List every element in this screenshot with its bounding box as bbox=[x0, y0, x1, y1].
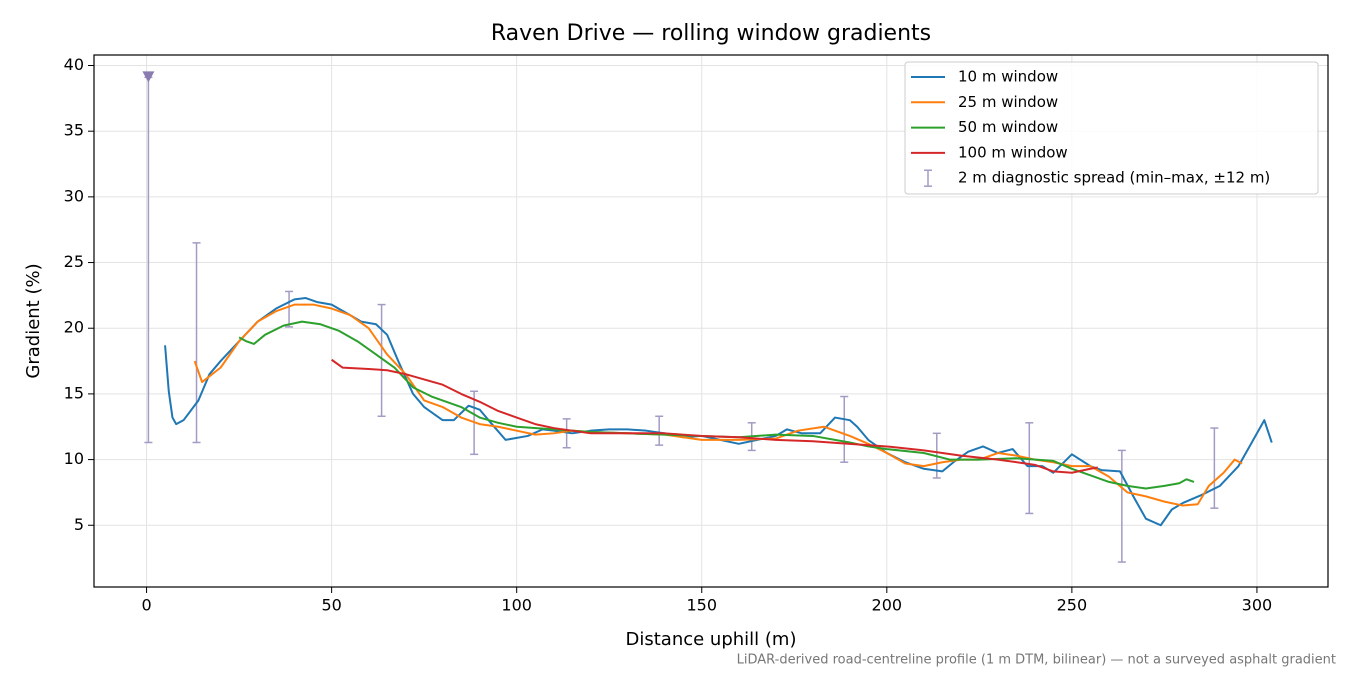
x-tick-label: 200 bbox=[872, 596, 903, 615]
x-tick-label: 0 bbox=[141, 596, 151, 615]
y-tick-label: 35 bbox=[64, 121, 84, 140]
x-tick-label: 50 bbox=[321, 596, 341, 615]
x-tick-label: 250 bbox=[1057, 596, 1088, 615]
legend-label: 25 m window bbox=[958, 93, 1058, 111]
y-tick-label: 15 bbox=[64, 383, 84, 402]
clip-marker bbox=[142, 71, 155, 83]
plot-area bbox=[142, 71, 1273, 563]
x-tick-label: 300 bbox=[1242, 596, 1273, 615]
plot-frame bbox=[93, 54, 1329, 588]
x-tick-label: 100 bbox=[501, 596, 532, 615]
footnote: LiDAR-derived road-centreline profile (1… bbox=[737, 653, 1336, 668]
series-line bbox=[331, 358, 1098, 474]
x-tick-label: 150 bbox=[686, 596, 717, 615]
y-tick-label: 25 bbox=[64, 252, 84, 271]
y-axis-label: Gradient (%) bbox=[23, 263, 44, 378]
y-tick-label: 10 bbox=[64, 449, 84, 468]
legend-label: 2 m diagnostic spread (min–max, ±12 m) bbox=[958, 169, 1270, 187]
legend-label: 10 m window bbox=[958, 68, 1058, 86]
y-tick-label: 40 bbox=[64, 55, 84, 74]
legend-box bbox=[904, 61, 1319, 195]
y-tick-label: 20 bbox=[64, 318, 84, 337]
x-axis-label: Distance uphill (m) bbox=[626, 629, 797, 650]
chart-title: Raven Drive — rolling window gradients bbox=[491, 21, 931, 46]
y-tick-label: 5 bbox=[74, 515, 84, 534]
legend-label: 50 m window bbox=[958, 118, 1058, 136]
legend-label: 100 m window bbox=[958, 143, 1068, 161]
y-tick-label: 30 bbox=[64, 186, 84, 205]
